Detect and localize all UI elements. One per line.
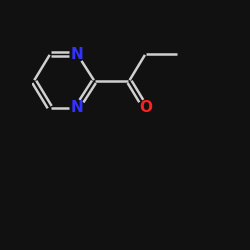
Text: N: N: [71, 46, 84, 62]
Text: N: N: [71, 100, 84, 116]
Text: O: O: [139, 100, 152, 116]
